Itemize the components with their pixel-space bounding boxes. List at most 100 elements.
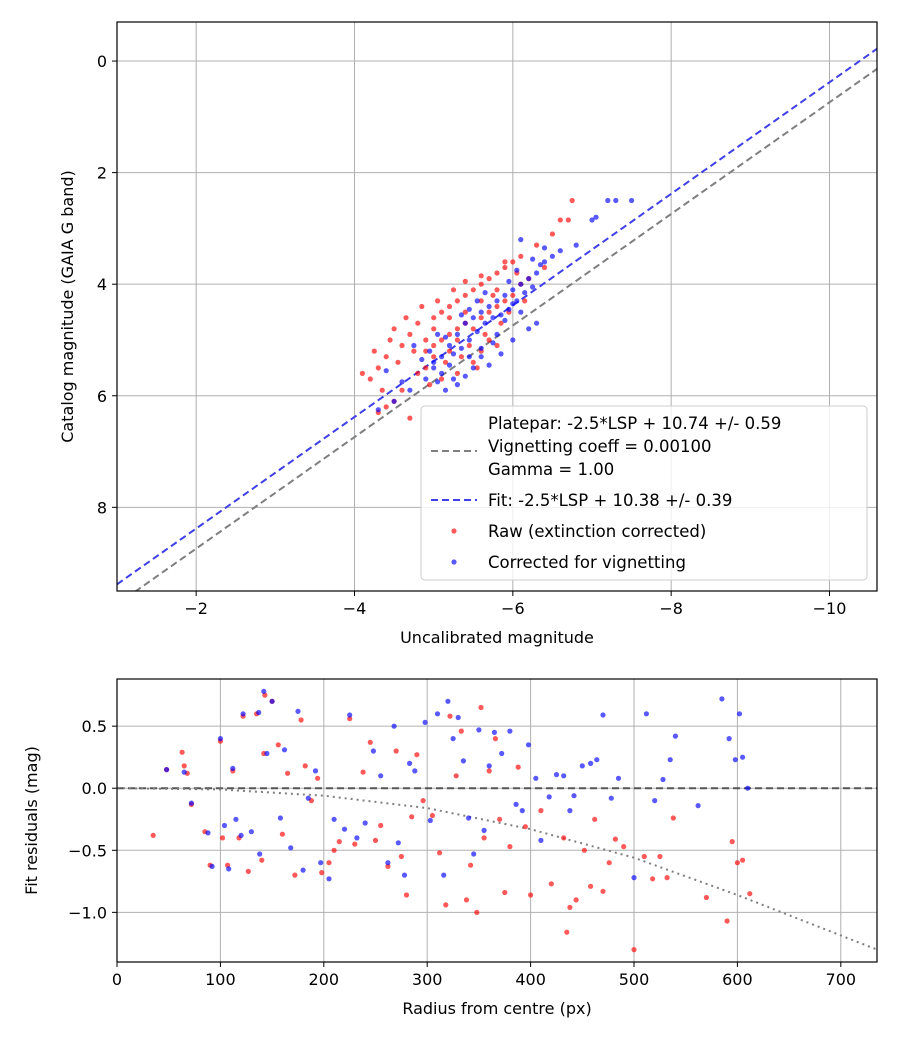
data-point: [439, 376, 445, 382]
data-point: [372, 837, 379, 844]
data-point: [478, 345, 484, 351]
data-point: [478, 273, 484, 279]
data-point: [458, 345, 464, 351]
data-point: [581, 847, 588, 853]
data-point: [181, 769, 187, 775]
data-point: [538, 837, 544, 844]
data-point: [383, 354, 389, 360]
data-point: [347, 712, 353, 718]
data-point: [672, 733, 679, 739]
data-point: [454, 370, 460, 376]
data-point: [490, 315, 496, 321]
data-point: [629, 197, 635, 204]
y-tick-label: 2: [97, 164, 107, 183]
data-point: [298, 717, 304, 723]
data-point: [403, 892, 410, 898]
data-point: [474, 298, 480, 304]
data-point: [466, 306, 472, 312]
data-point: [522, 824, 529, 830]
data-point: [608, 795, 614, 801]
data-point: [486, 337, 492, 343]
legend: Platepar: -2.5*LSP + 10.74 +/- 0.59 Vigne…: [420, 405, 868, 581]
data-point: [295, 708, 301, 714]
data-point: [466, 342, 472, 349]
data-point: [518, 253, 524, 259]
data-point: [667, 757, 673, 763]
data-point: [292, 872, 298, 878]
data-point: [525, 742, 532, 748]
data-point: [494, 331, 500, 337]
data-point: [470, 287, 476, 293]
data-point: [518, 281, 524, 287]
data-point: [275, 742, 281, 748]
data-point: [264, 750, 270, 757]
data-point: [526, 276, 532, 282]
data-point: [435, 331, 441, 337]
y-axis-title: Catalog magnitude (GAIA G band): [58, 170, 77, 442]
data-point: [420, 798, 426, 804]
data-point: [423, 376, 429, 382]
data-point: [248, 829, 254, 835]
data-point: [600, 712, 606, 718]
data-point: [510, 301, 516, 307]
data-point: [179, 749, 185, 755]
data-point: [331, 847, 337, 853]
x-tick-label: −2: [184, 599, 208, 618]
data-point: [209, 863, 215, 870]
data-point: [494, 287, 500, 293]
data-point: [446, 331, 453, 337]
data-point: [615, 775, 622, 781]
data-point: [593, 214, 599, 220]
data-point: [528, 892, 534, 898]
data-point: [443, 902, 449, 908]
data-point: [470, 359, 476, 365]
data-point: [393, 748, 399, 754]
data-point: [466, 815, 472, 821]
data-point: [494, 270, 500, 276]
data-point: [419, 303, 425, 310]
data-point: [391, 326, 397, 332]
data-point: [150, 832, 156, 839]
data-point: [641, 853, 647, 860]
data-point: [259, 857, 265, 863]
data-point: [454, 337, 460, 343]
x-tick-label: 400: [515, 970, 546, 989]
data-point: [470, 315, 476, 321]
data-point: [399, 342, 405, 349]
x-tick-label: 100: [205, 970, 236, 989]
x-tick-label: −6: [501, 599, 525, 618]
data-point: [695, 803, 701, 809]
data-point: [277, 815, 283, 821]
data-point: [431, 315, 437, 321]
legend-platepar-label: Platepar: -2.5*LSP + 10.74 +/- 0.59: [488, 414, 781, 433]
data-point: [395, 359, 401, 365]
data-point: [732, 757, 738, 763]
data-point: [506, 306, 512, 312]
data-point: [612, 836, 619, 842]
data-point: [423, 365, 429, 371]
y-tick-label: 4: [97, 275, 107, 294]
data-point: [347, 716, 353, 722]
data-point: [442, 387, 449, 393]
data-point: [498, 312, 504, 318]
data-point: [506, 278, 512, 284]
data-point: [431, 354, 437, 360]
data-point: [312, 768, 319, 774]
data-point: [486, 768, 492, 774]
data-point: [454, 331, 460, 337]
data-point: [446, 315, 453, 321]
dashed-line: [117, 47, 877, 586]
data-point: [331, 816, 337, 822]
data-point: [569, 197, 575, 204]
data-point: [745, 785, 751, 791]
data-point: [740, 754, 746, 760]
data-point: [664, 875, 670, 881]
data-point: [747, 891, 753, 897]
data-point: [470, 326, 476, 332]
data-point: [411, 342, 417, 349]
data-point: [573, 897, 579, 903]
legend-box: [420, 405, 868, 581]
data-point: [415, 320, 421, 326]
axes-frame: [116, 21, 878, 592]
data-point: [490, 292, 496, 298]
